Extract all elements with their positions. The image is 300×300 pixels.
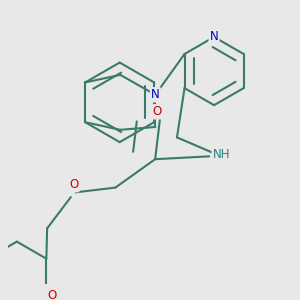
Text: NH: NH — [213, 148, 230, 161]
Text: N: N — [210, 31, 218, 44]
Text: O: O — [47, 289, 57, 300]
Text: O: O — [152, 105, 162, 118]
Text: O: O — [69, 178, 78, 191]
Text: N: N — [151, 88, 160, 101]
